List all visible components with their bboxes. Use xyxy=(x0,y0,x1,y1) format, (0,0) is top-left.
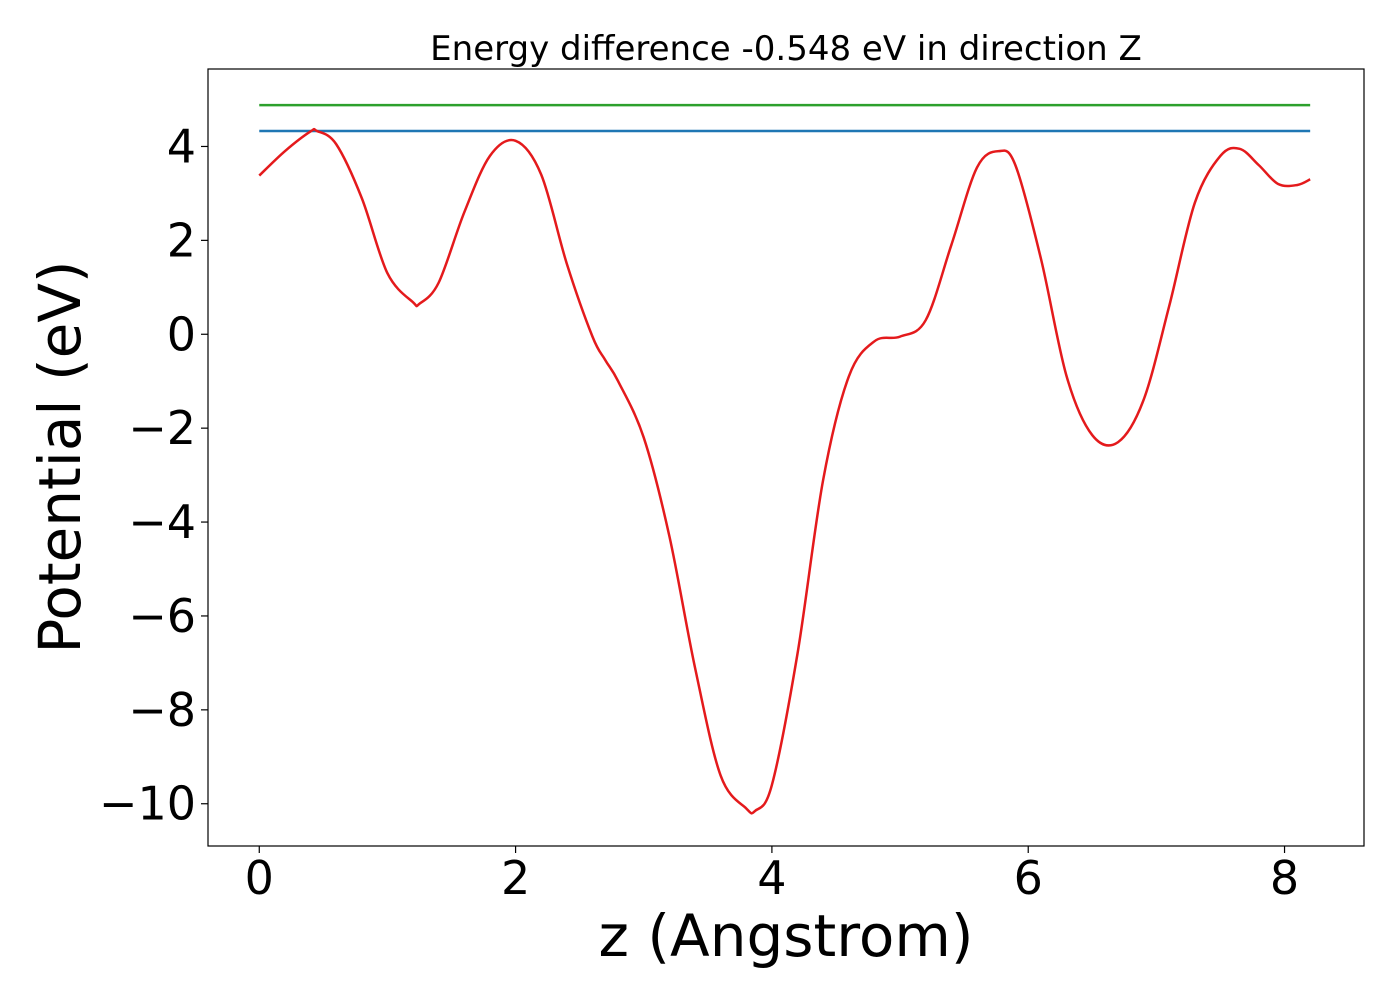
x-axis-title: z (Angstrom) xyxy=(599,902,974,970)
y-tick-label: 0 xyxy=(167,307,196,361)
tick-layer: 0 2 4 6 8 −10 −8 −6 −4 −2 0 2 4 xyxy=(99,119,1299,905)
y-axis-title: Potential (eV) xyxy=(26,260,94,653)
y-tick-label: 2 xyxy=(167,213,196,267)
x-tick-label: 8 xyxy=(1270,851,1299,905)
y-tick-label: −4 xyxy=(128,495,196,549)
x-tick-label: 6 xyxy=(1014,851,1043,905)
x-tick-label: 0 xyxy=(245,851,274,905)
chart-title: Energy difference -0.548 eV in direction… xyxy=(430,29,1142,69)
y-tick-label: −8 xyxy=(128,683,196,737)
y-tick-label: −2 xyxy=(128,401,196,455)
series-line-3 xyxy=(258,127,1311,815)
y-tick-label: −6 xyxy=(128,589,196,643)
plot-frame xyxy=(207,68,1365,847)
series-layer xyxy=(258,103,1311,815)
y-tick-label: −10 xyxy=(99,777,196,831)
x-tick-label: 2 xyxy=(501,851,530,905)
y-tick-label: 4 xyxy=(167,119,196,173)
x-tick-label: 4 xyxy=(757,851,786,905)
